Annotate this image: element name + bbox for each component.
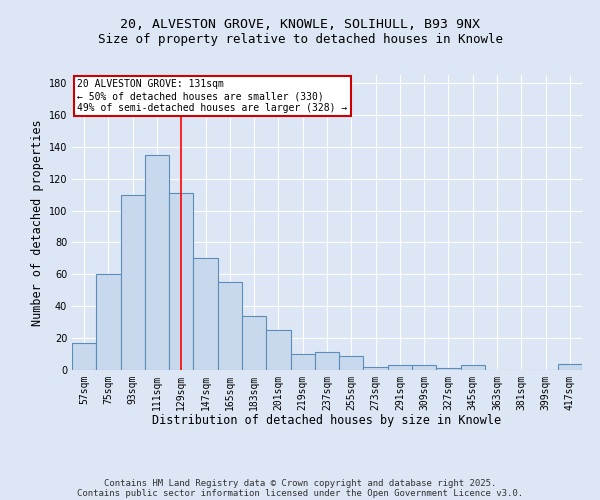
X-axis label: Distribution of detached houses by size in Knowle: Distribution of detached houses by size … bbox=[152, 414, 502, 428]
Text: Contains public sector information licensed under the Open Government Licence v3: Contains public sector information licen… bbox=[77, 488, 523, 498]
Bar bbox=[145, 154, 169, 370]
Bar bbox=[169, 193, 193, 370]
Bar bbox=[558, 364, 582, 370]
Text: 20, ALVESTON GROVE, KNOWLE, SOLIHULL, B93 9NX: 20, ALVESTON GROVE, KNOWLE, SOLIHULL, B9… bbox=[120, 18, 480, 30]
Bar bbox=[412, 365, 436, 370]
Bar bbox=[242, 316, 266, 370]
Text: Size of property relative to detached houses in Knowle: Size of property relative to detached ho… bbox=[97, 32, 503, 46]
Text: Contains HM Land Registry data © Crown copyright and database right 2025.: Contains HM Land Registry data © Crown c… bbox=[104, 478, 496, 488]
Bar bbox=[121, 194, 145, 370]
Bar bbox=[436, 368, 461, 370]
Bar bbox=[193, 258, 218, 370]
Bar bbox=[388, 365, 412, 370]
Text: 20 ALVESTON GROVE: 131sqm
← 50% of detached houses are smaller (330)
49% of semi: 20 ALVESTON GROVE: 131sqm ← 50% of detac… bbox=[77, 80, 347, 112]
Bar bbox=[266, 330, 290, 370]
Bar bbox=[290, 354, 315, 370]
Bar bbox=[96, 274, 121, 370]
Bar bbox=[339, 356, 364, 370]
Bar bbox=[315, 352, 339, 370]
Y-axis label: Number of detached properties: Number of detached properties bbox=[31, 119, 44, 326]
Bar bbox=[461, 365, 485, 370]
Bar bbox=[218, 282, 242, 370]
Bar bbox=[72, 343, 96, 370]
Bar bbox=[364, 367, 388, 370]
